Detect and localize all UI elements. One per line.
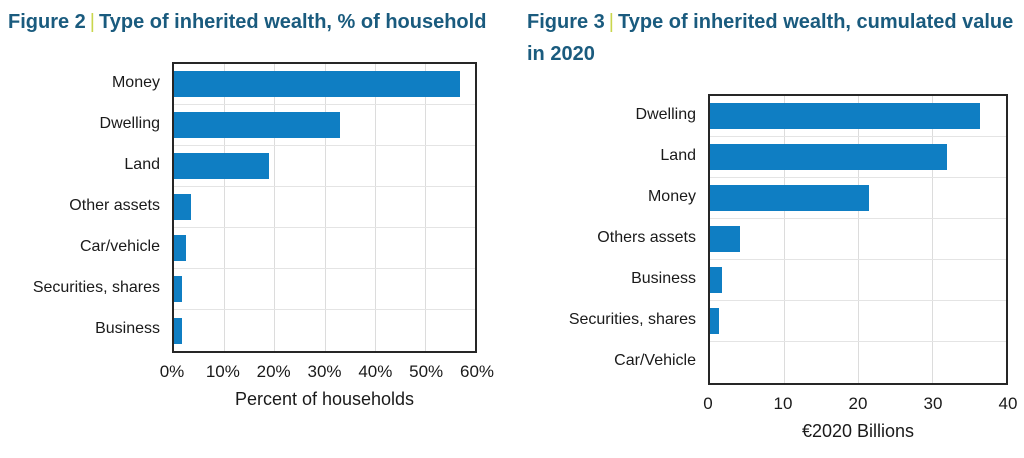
bar-dwelling <box>710 103 981 129</box>
bar-money <box>710 185 870 211</box>
gridline <box>374 64 376 351</box>
category-label: Car/Vehicle <box>614 351 696 369</box>
chart-row <box>174 269 475 310</box>
x-tick-label: 20% <box>256 362 291 381</box>
x-tick-label: 10 <box>773 394 793 413</box>
x-axis-ticks: 0 10 20 30 40 <box>703 394 1017 418</box>
bar-other-assets <box>174 194 192 220</box>
chart-row <box>710 219 1006 260</box>
x-tick-label: 40 <box>998 394 1018 413</box>
category-label: Securities, shares <box>32 278 160 296</box>
bar-securities-shares <box>710 308 719 334</box>
gridline <box>784 96 785 383</box>
bar-money <box>174 71 460 97</box>
figure-3-heading: Type of inherited wealth, cumulated valu… <box>527 11 1014 65</box>
bar-dwelling <box>174 112 340 138</box>
category-label: Land <box>660 146 696 164</box>
x-tick-label: 20 <box>848 394 868 413</box>
x-axis-label: Percent of households <box>234 389 415 409</box>
category-label: Dwelling <box>99 114 160 132</box>
gridline <box>858 96 859 383</box>
x-tick-label: 50% <box>409 362 444 381</box>
x-tick-label: 30 <box>923 394 943 413</box>
bar-business <box>710 267 722 293</box>
x-tick-label: 10% <box>205 362 240 381</box>
bar-land <box>174 153 270 179</box>
x-tick-label: 30% <box>307 362 342 381</box>
category-label: Dwelling <box>635 105 696 123</box>
bar-land <box>710 144 947 170</box>
category-axis: Dwelling Land Money Others assets Business Se… <box>527 94 708 385</box>
category-label: Money <box>111 73 160 91</box>
gridline <box>324 64 326 351</box>
x-tick-label: 0% <box>159 362 185 381</box>
category-label: Business <box>631 269 696 287</box>
chart-row <box>174 146 475 187</box>
x-tick-label: 0 <box>703 394 713 413</box>
x-tick-label: 40% <box>358 362 393 381</box>
plot-area <box>172 62 477 353</box>
bar-rows <box>174 64 475 351</box>
gridline <box>274 64 276 351</box>
plot-area <box>708 94 1008 385</box>
chart-row <box>710 137 1006 178</box>
chart-row <box>174 310 475 351</box>
bar-others-assets <box>710 226 740 252</box>
gridlines <box>710 96 1006 383</box>
category-label: Money <box>647 187 696 205</box>
chart-row <box>710 301 1006 342</box>
chart-row <box>710 96 1006 137</box>
chart-row <box>710 260 1006 301</box>
bar-car-vehicle <box>174 235 186 261</box>
figure-3-title: Figure 3 | Type of inherited wealth, cumul… <box>527 6 1024 70</box>
figure-2: Figure 2 | Type of inherited wealth, % of … <box>8 6 512 409</box>
category-label: Others assets <box>597 228 696 246</box>
gridline <box>932 96 933 383</box>
chart-row <box>174 105 475 146</box>
x-axis-ticks: 0% 10% 20% 30% 40% 50% 60% <box>160 362 494 386</box>
figure-3: Figure 3 | Type of inherited wealth, cumul… <box>512 0 1024 458</box>
title-separator-icon: | <box>89 11 95 33</box>
chart-row <box>174 187 475 228</box>
bar-rows <box>710 96 1006 383</box>
figure-2-chart: Money Dwelling Land Other assets Car/vehicle… <box>8 62 512 353</box>
gridlines <box>174 64 475 351</box>
x-axis-label: €2020 Billions <box>801 421 915 441</box>
category-label: Other assets <box>69 196 160 214</box>
x-tick-label: 60% <box>459 362 495 381</box>
category-label: Land <box>124 155 160 173</box>
figure-3-number: Figure 3 <box>527 11 605 33</box>
chart-row <box>710 178 1006 219</box>
chart-row <box>174 228 475 269</box>
bar-business <box>174 317 182 344</box>
bar-securities-shares <box>174 276 182 302</box>
title-separator-icon: | <box>608 11 614 33</box>
category-label: Securities, shares <box>568 310 696 328</box>
category-label: Car/vehicle <box>79 237 160 255</box>
figure-2-heading: Type of inherited wealth, % of household <box>99 11 487 33</box>
figure-3-chart: Dwelling Land Money Others assets Business Se… <box>527 94 1024 385</box>
figure-2-number: Figure 2 <box>8 11 86 33</box>
category-label: Business <box>95 319 160 337</box>
gridline <box>224 64 226 351</box>
gridline <box>424 64 426 351</box>
category-axis: Money Dwelling Land Other assets Car/vehicle… <box>8 62 172 353</box>
chart-row <box>174 64 475 105</box>
chart-row <box>710 342 1006 383</box>
figure-2-title: Figure 2 | Type of inherited wealth, % of … <box>8 6 512 38</box>
